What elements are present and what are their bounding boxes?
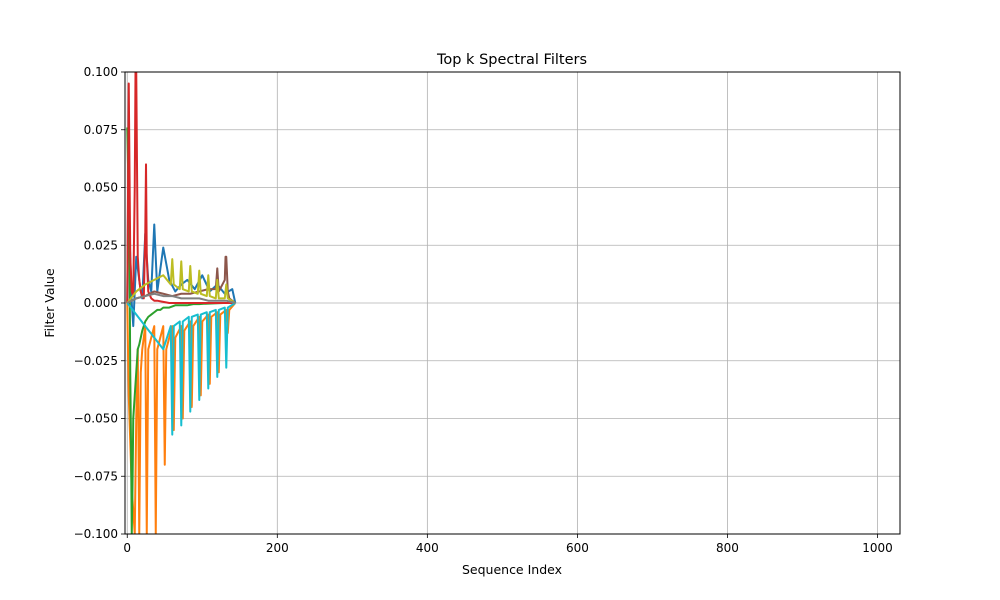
series-line-8 [126, 292, 236, 304]
x-axis-ticks: 0 200 400 600 800 1000 [123, 534, 893, 555]
y-tick-label: 0.100 [84, 65, 118, 79]
series-lines [126, 72, 237, 534]
x-tick-label: 400 [416, 541, 439, 555]
y-tick-label: −0.025 [74, 354, 118, 368]
y-tick-label: −0.100 [74, 527, 118, 541]
x-tick-label: 1000 [862, 541, 893, 555]
x-tick-label: 800 [716, 541, 739, 555]
series-line-6 [126, 258, 236, 304]
chart-title: Top k Spectral Filters [436, 52, 587, 68]
series-line-4 [126, 72, 236, 304]
y-axis-label: Filter Value [42, 268, 57, 338]
y-tick-label: 0.025 [84, 238, 118, 252]
y-tick-label: 0.075 [84, 123, 118, 137]
x-tick-label: 600 [566, 541, 589, 555]
x-tick-label: 200 [266, 541, 289, 555]
x-axis-label: Sequence Index [462, 562, 562, 577]
x-tick-label: 0 [123, 541, 131, 555]
grid-lines [125, 71, 900, 535]
y-tick-label: 0.050 [84, 181, 118, 195]
y-tick-label: 0.000 [84, 296, 118, 310]
y-axis-ticks: −0.100 −0.075 −0.050 −0.025 0.000 0.025 0.050 0… [74, 65, 125, 541]
y-tick-label: −0.075 [74, 469, 118, 483]
y-tick-label: −0.050 [74, 412, 118, 426]
series-line-7 [126, 302, 236, 436]
